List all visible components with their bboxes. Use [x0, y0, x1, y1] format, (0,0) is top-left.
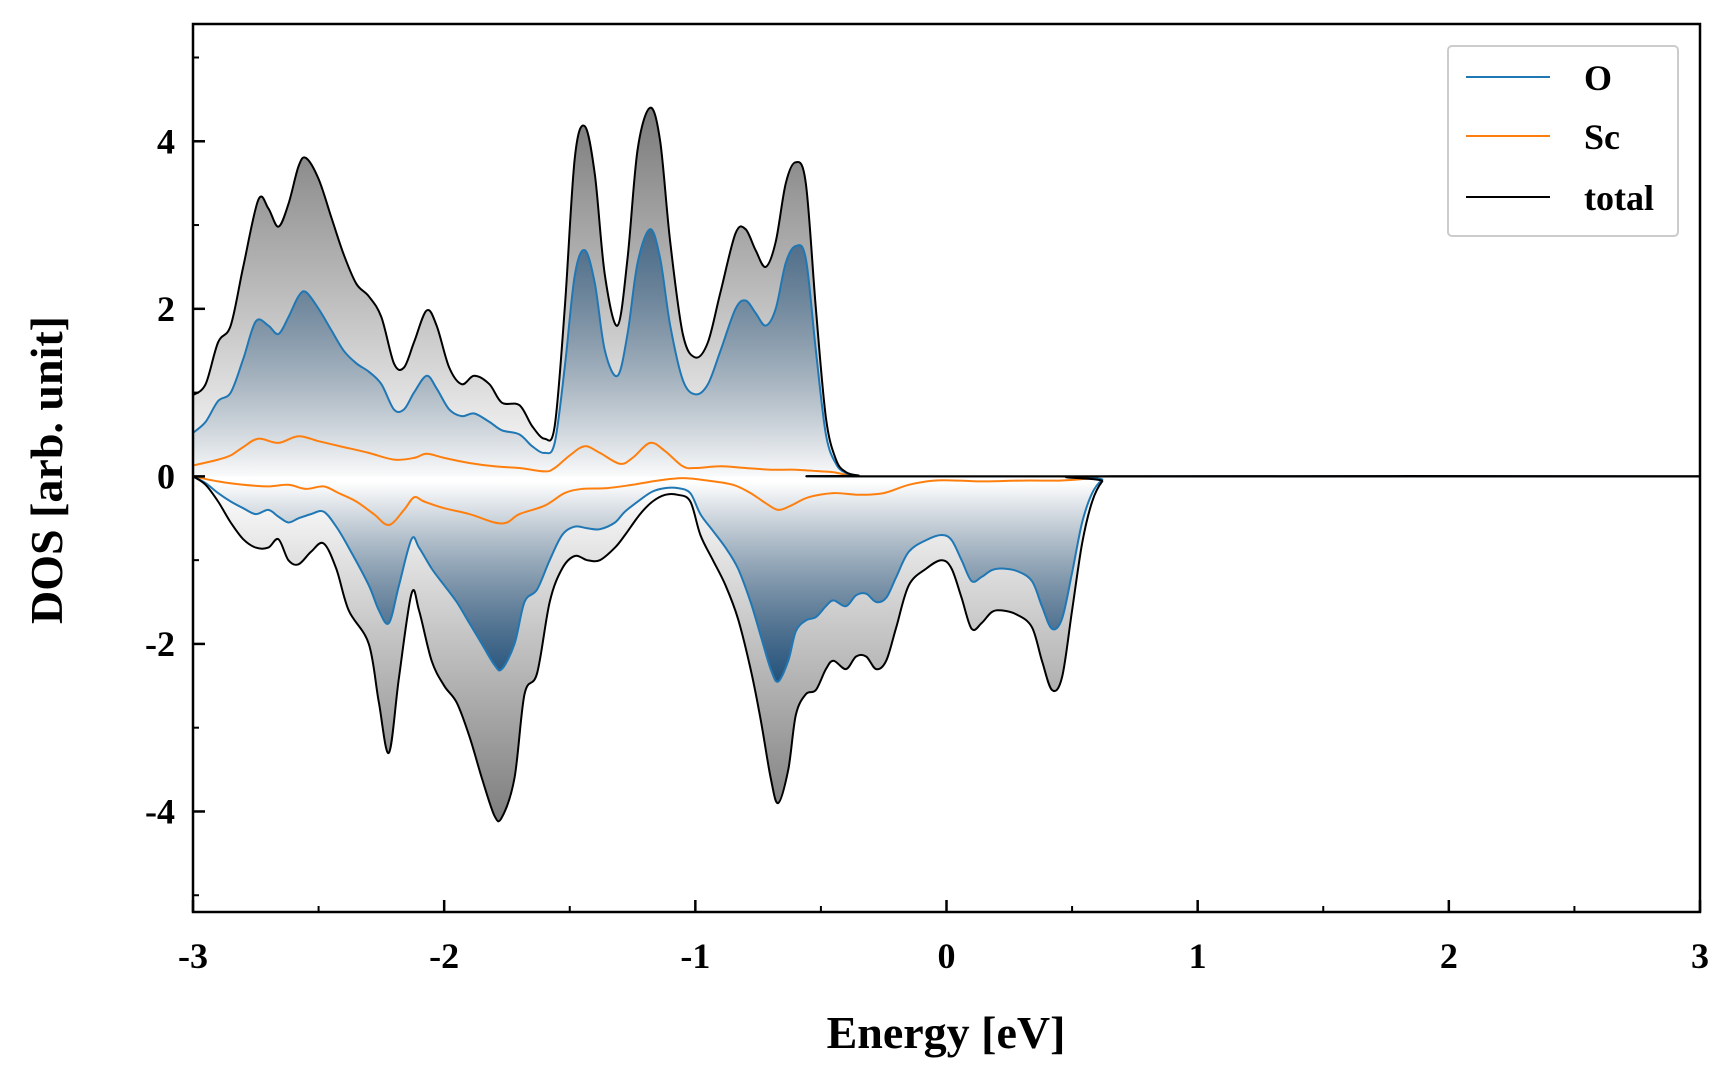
line-total-up — [193, 106, 1700, 478]
x-tick-label: 3 — [1691, 936, 1709, 976]
plot-frame — [191, 22, 1702, 914]
x-tick-label: 1 — [1189, 936, 1207, 976]
legend-label-total: total — [1584, 178, 1654, 218]
line-o-down — [193, 475, 1700, 683]
x-tick-label: 0 — [938, 936, 956, 976]
x-axis-title: Energy [eV] — [827, 1007, 1066, 1058]
tick-layer: -3 -2 -1 0 1 2 3 -4 -2 0 2 4 — [145, 56, 1709, 976]
line-sc-down — [193, 475, 1700, 527]
line-layer — [193, 106, 1700, 823]
y-tick-label: 2 — [157, 289, 175, 329]
legend-box — [1447, 45, 1679, 237]
legend: O Sc total — [1447, 45, 1679, 237]
x-tick-label: -1 — [680, 936, 710, 976]
fill-o-up — [193, 229, 1700, 477]
line-total-down — [193, 475, 1700, 823]
y-tick-label: -4 — [145, 791, 175, 831]
legend-label-sc: Sc — [1584, 117, 1620, 157]
x-tick-label: -2 — [429, 936, 459, 976]
legend-label-o: O — [1584, 58, 1612, 98]
y-tick-label: 4 — [157, 121, 175, 161]
y-axis-title: DOS [arb. unit] — [21, 316, 72, 624]
line-o-up — [193, 228, 1700, 478]
x-tick-label: 2 — [1440, 936, 1458, 976]
line-sc-up — [193, 435, 1700, 478]
y-tick-label: 0 — [157, 456, 175, 496]
x-tick-label: -3 — [178, 936, 208, 976]
y-tick-label: -2 — [145, 624, 175, 664]
